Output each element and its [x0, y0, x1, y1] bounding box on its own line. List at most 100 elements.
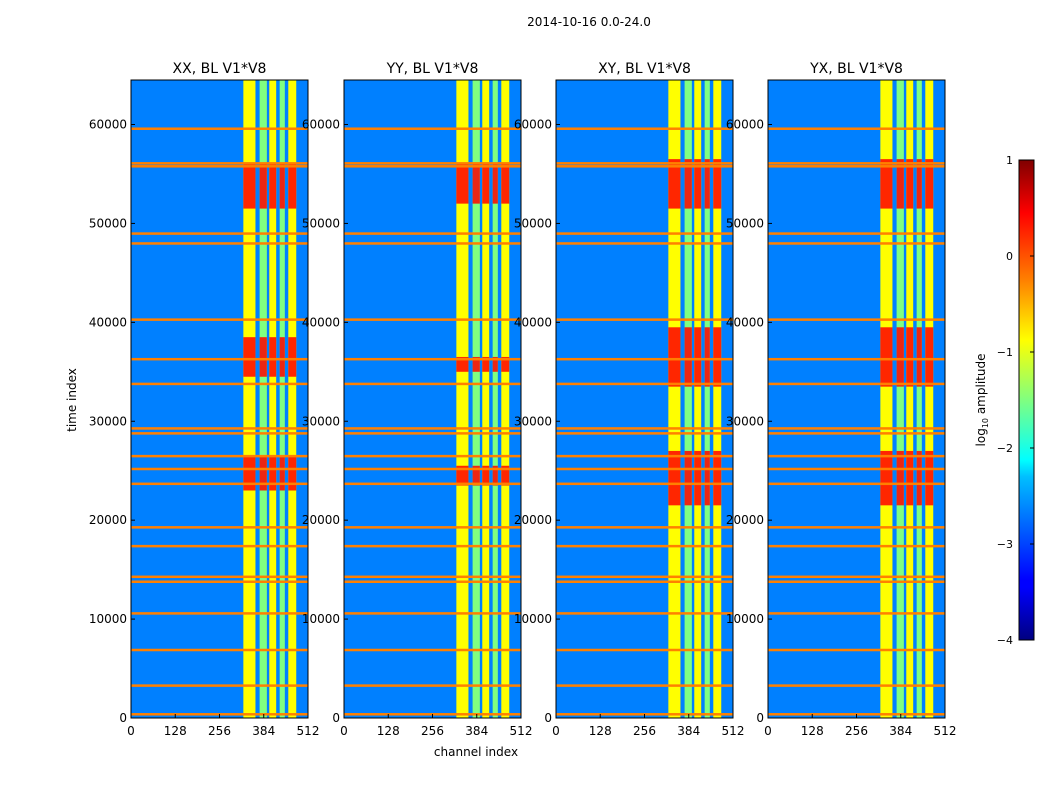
bright-region [259, 455, 267, 491]
flag-row [131, 612, 308, 615]
x-tick-label: 256 [421, 724, 444, 738]
bright-region [501, 356, 510, 372]
bright-region [713, 159, 722, 209]
y-tick-label: 50000 [302, 216, 340, 230]
bright-region [501, 164, 510, 204]
flag-row [768, 127, 945, 130]
flag-row [131, 467, 308, 471]
y-tick-label: 20000 [89, 513, 127, 527]
flag-row [768, 232, 945, 235]
x-tick-label: 384 [889, 724, 912, 738]
flag-row [768, 318, 945, 321]
channel-band [916, 80, 922, 718]
flag-row [344, 427, 521, 430]
y-tick-label: 0 [544, 711, 552, 725]
flag-row [131, 482, 308, 486]
flag-row [768, 162, 945, 165]
bright-region [482, 465, 490, 486]
colorbar-tick-label: 1 [1006, 154, 1013, 167]
y-tick-label: 20000 [514, 513, 552, 527]
flag-row [556, 382, 733, 386]
y-tick-label: 60000 [514, 118, 552, 132]
x-tick-label: 256 [208, 724, 231, 738]
channel-band [925, 80, 934, 718]
y-tick-label: 60000 [726, 118, 764, 132]
flag-row [768, 427, 945, 430]
bright-region [880, 450, 893, 506]
y-tick-label: 0 [119, 711, 127, 725]
flag-row [556, 427, 733, 430]
bright-region [492, 465, 498, 486]
x-tick-label: 256 [845, 724, 868, 738]
y-tick-label: 0 [332, 711, 340, 725]
flag-row [768, 544, 945, 548]
bright-region [259, 164, 267, 209]
flag-row [344, 454, 521, 458]
x-tick-label: 256 [633, 724, 656, 738]
bright-region [279, 164, 285, 209]
panel-title: XX, BL V1*V8 [173, 61, 267, 77]
y-tick-label: 10000 [726, 612, 764, 626]
y-tick-label: 20000 [726, 513, 764, 527]
channel-band [896, 80, 904, 718]
colorbar-label: log10 amplitude [974, 354, 990, 447]
bright-region [288, 164, 297, 209]
y-tick-label: 40000 [302, 315, 340, 329]
flag-row [556, 575, 733, 579]
bright-region [456, 164, 469, 204]
flag-row [556, 318, 733, 321]
bright-region [684, 159, 692, 209]
flag-row [768, 580, 945, 583]
panel-title: YX, BL V1*V8 [809, 61, 903, 77]
y-tick-label: 20000 [302, 513, 340, 527]
x-tick-label: 384 [465, 724, 488, 738]
bright-region [269, 337, 277, 377]
channel-band [694, 80, 702, 718]
x-tick-label: 512 [297, 724, 320, 738]
figure-suptitle: 2014-10-16 0.0-24.0 [527, 15, 651, 29]
bright-region [288, 455, 297, 491]
flag-row [768, 382, 945, 386]
y-tick-label: 30000 [89, 414, 127, 428]
bright-region [713, 450, 722, 506]
flag-row [556, 357, 733, 361]
panel-title: YY, BL V1*V8 [386, 61, 479, 77]
channel-band [713, 80, 722, 718]
flag-row [768, 575, 945, 579]
y-tick-label: 60000 [89, 118, 127, 132]
y-tick-label: 30000 [514, 414, 552, 428]
flag-row [131, 427, 308, 430]
bright-region [243, 455, 256, 491]
flag-row [556, 432, 733, 435]
channel-band [482, 80, 490, 718]
bright-region [694, 159, 702, 209]
flag-row [344, 165, 521, 168]
flag-row [131, 648, 308, 652]
bright-region [288, 337, 297, 377]
x-tick-label: 512 [510, 724, 533, 738]
flag-row [556, 580, 733, 583]
y-tick-label: 50000 [89, 216, 127, 230]
flag-row [556, 648, 733, 652]
flag-row [556, 684, 733, 687]
channel-band [704, 80, 710, 718]
flag-row [768, 482, 945, 486]
y-tick-label: 50000 [514, 216, 552, 230]
bright-region [896, 450, 904, 506]
x-tick-label: 0 [127, 724, 135, 738]
bright-region [279, 455, 285, 491]
bright-region [694, 327, 702, 387]
flag-row [344, 575, 521, 579]
flag-row [344, 127, 521, 130]
heatmap-background [556, 80, 733, 718]
x-tick-label: 512 [934, 724, 957, 738]
flag-row [344, 357, 521, 361]
y-tick-label: 30000 [302, 414, 340, 428]
flag-row [768, 432, 945, 435]
bright-region [456, 356, 469, 372]
bright-region [492, 356, 498, 372]
y-tick-label: 10000 [514, 612, 552, 626]
flag-row [556, 454, 733, 458]
bright-region [906, 159, 914, 209]
colorbar-tick-label: −3 [997, 538, 1013, 551]
